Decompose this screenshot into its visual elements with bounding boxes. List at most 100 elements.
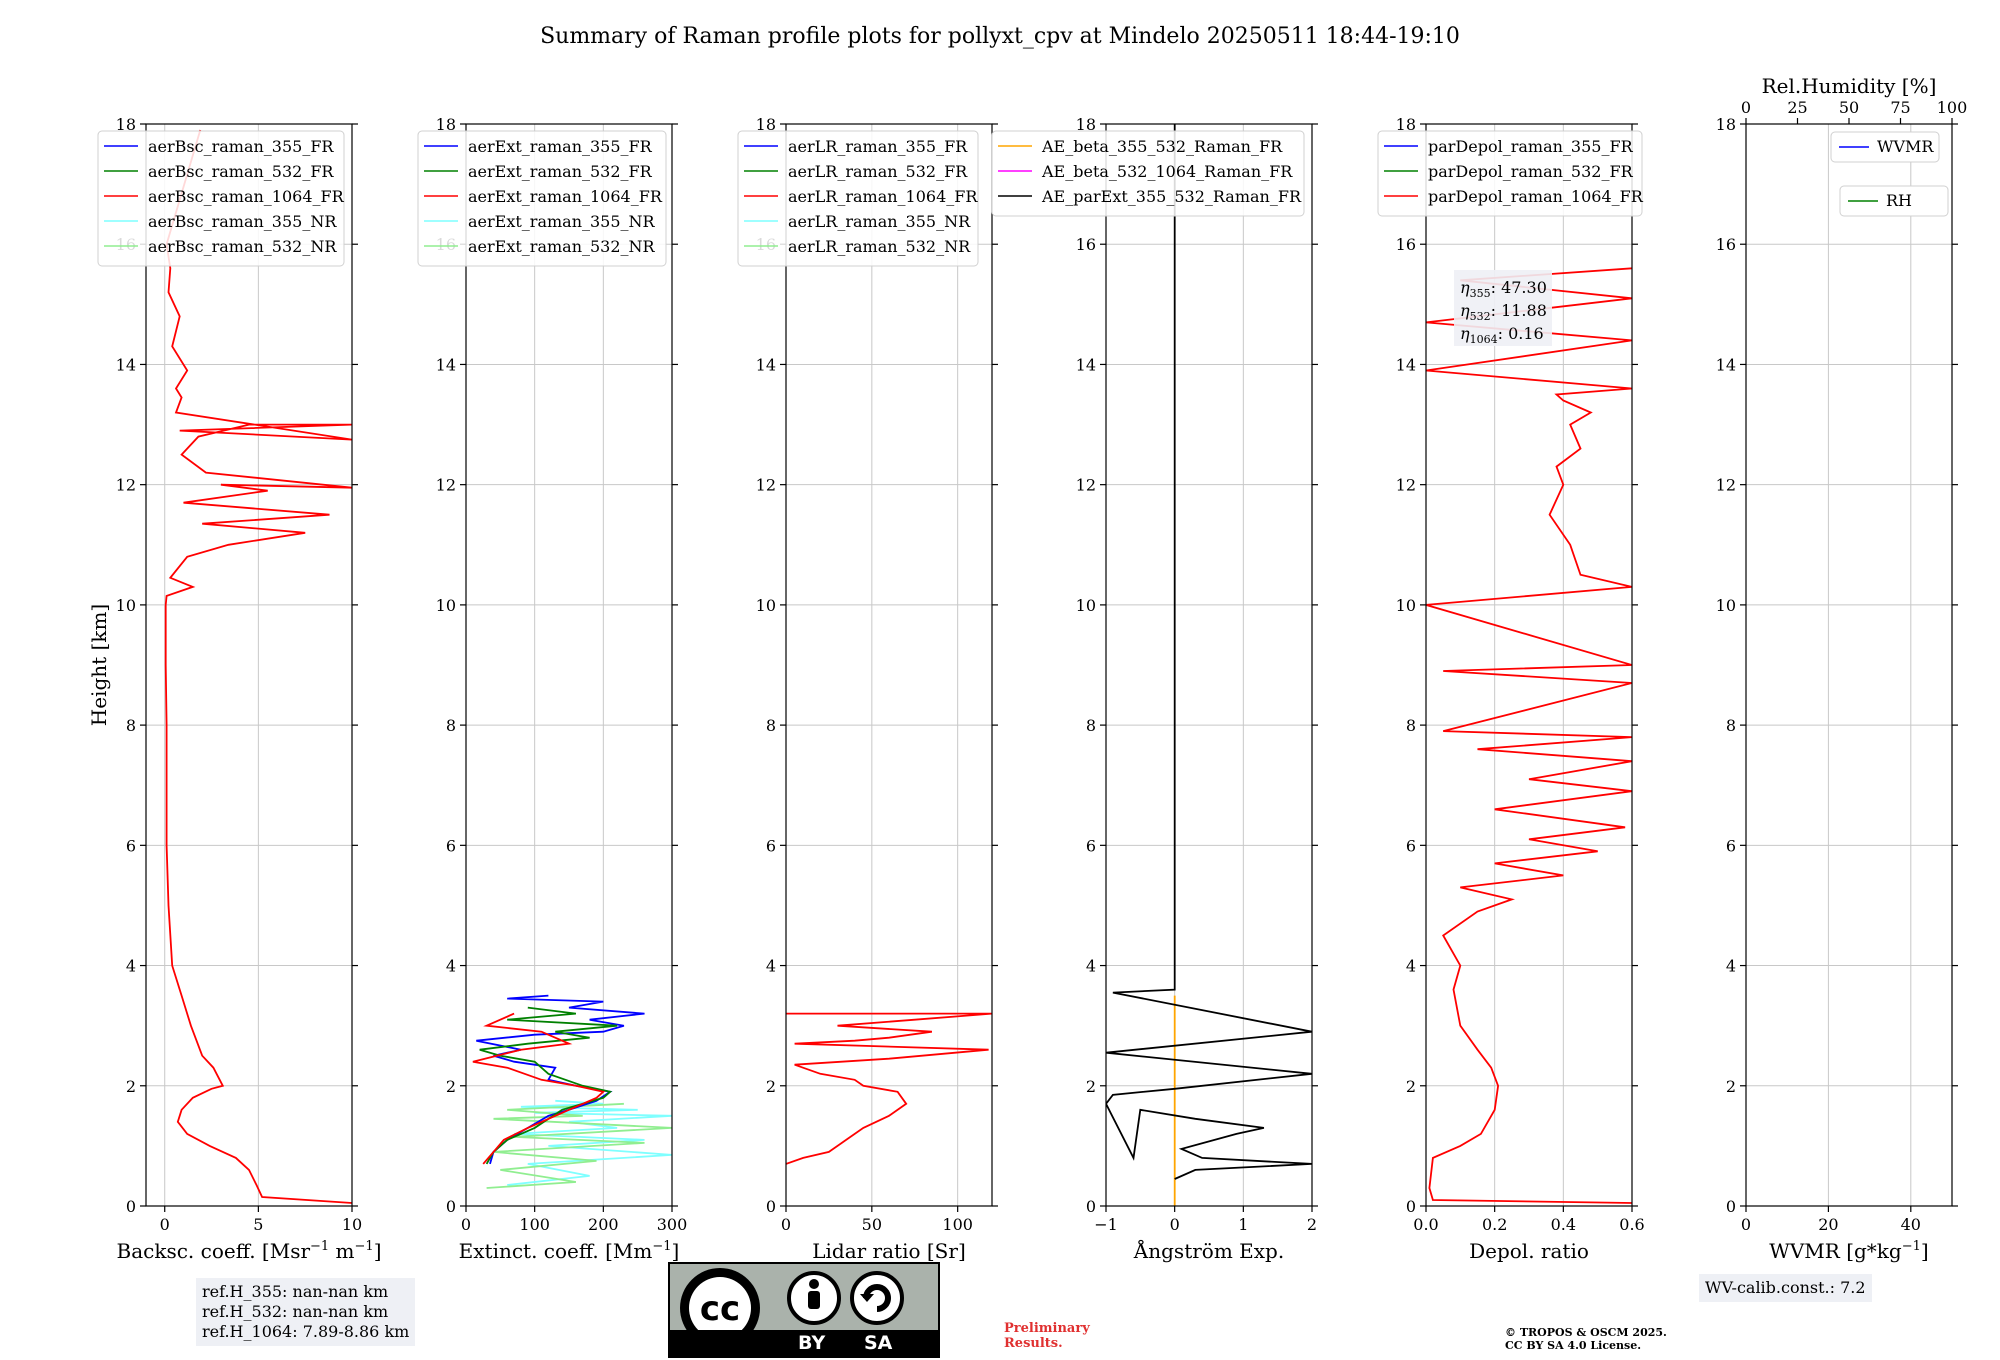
- legend-wv-1: RH: [1839, 185, 1949, 217]
- x-axis-label-text: Lidar ratio [Sr]: [812, 1239, 966, 1263]
- y-tick-label: 4: [446, 957, 456, 976]
- y-tick-label: 14: [756, 355, 776, 374]
- ref-height-1064: ref.H_1064: 7.89-8.86 km: [202, 1322, 410, 1341]
- y-tick-label: 4: [126, 957, 136, 976]
- y-tick-label: 10: [1396, 596, 1416, 615]
- x-tick-label: 0.2: [1482, 1215, 1507, 1234]
- x-tick-label: 100: [519, 1215, 550, 1234]
- top-x-tick-label: 100: [1937, 98, 1968, 117]
- preliminary-line-1: Preliminary: [1004, 1321, 1090, 1336]
- y-tick-label: 16: [1076, 235, 1096, 254]
- series-line-ext-4: [472, 1012, 606, 1165]
- copyright-line-1: © TROPOS & OSCM 2025.: [1505, 1326, 1667, 1339]
- legend-dep: parDepol_raman_355_FR parDepol_raman_532_…: [1377, 130, 1644, 217]
- y-tick-label: 14: [116, 355, 136, 374]
- y-tick-label: 2: [1086, 1077, 1096, 1096]
- y-tick-label: 12: [1396, 476, 1416, 495]
- legend-label: AE_beta_355_532_Raman_FR: [1041, 137, 1283, 156]
- legend-label: aerExt_raman_532_FR: [468, 162, 653, 181]
- panel-ext: 0246810121416180100200300Extinct. coeff.…: [417, 115, 688, 1263]
- y-tick-label: 6: [126, 836, 136, 855]
- legend-ae: AE_beta_355_532_Raman_FR AE_beta_532_1064…: [991, 130, 1305, 217]
- x-tick-label: 5: [253, 1215, 263, 1234]
- legend-wv-0: WVMR: [1830, 131, 1940, 163]
- x-tick-label: 20: [1818, 1215, 1838, 1234]
- legend-label: aerLR_raman_532_FR: [788, 162, 968, 181]
- x-axis-label-exponent: −1: [652, 1239, 671, 1254]
- top-x-tick-label: 75: [1890, 98, 1910, 117]
- x-tick-label: 0.6: [1619, 1215, 1644, 1234]
- y-tick-label: 6: [1726, 836, 1736, 855]
- y-tick-label: 18: [756, 115, 776, 134]
- series-line-ext-2: [476, 994, 645, 1165]
- x-tick-label: 300: [657, 1215, 688, 1234]
- preliminary-line-2: Results.: [1004, 1336, 1063, 1351]
- axes-frame-bsc: [145, 123, 353, 1207]
- svg-text:cc: cc: [700, 1289, 740, 1329]
- legend-label: AE_beta_532_1064_Raman_FR: [1041, 162, 1293, 181]
- eta-value: : 0.16: [1498, 324, 1544, 343]
- series-line-ext-1: [486, 1102, 672, 1189]
- legend-box: [1839, 185, 1949, 217]
- y-tick-label: 6: [446, 836, 456, 855]
- x-tick-label: 100: [942, 1215, 973, 1234]
- x-tick-label: 200: [588, 1215, 619, 1234]
- legend-label: parDepol_raman_355_FR: [1428, 137, 1634, 156]
- axes-frame-wv: [1745, 123, 1953, 1207]
- x-tick-label: 0: [1170, 1215, 1180, 1234]
- legend-box: [737, 130, 979, 267]
- wv-calibration-box: WV-calib.const.: 7.2: [1699, 1274, 1872, 1302]
- y-tick-label: 8: [446, 716, 456, 735]
- y-tick-label: 4: [766, 957, 776, 976]
- x-axis-label-dep: Depol. ratio: [1469, 1239, 1589, 1263]
- x-tick-label: 40: [1901, 1215, 1921, 1234]
- top-x-axis-label: Rel.Humidity [%]: [1762, 74, 1937, 98]
- series-line-dep-0: [1426, 267, 1632, 1204]
- y-axis-label: Height [km]: [87, 604, 111, 726]
- y-tick-label: 0: [766, 1197, 776, 1216]
- legend-label: aerExt_raman_1064_FR: [468, 187, 663, 206]
- eta-subscript: 1064: [1470, 333, 1498, 346]
- x-axis-label-exponent: −1: [1902, 1239, 1921, 1254]
- axes-frame-dep: [1425, 123, 1633, 1207]
- eta-annotation: η532: 11.88: [1460, 301, 1547, 323]
- cc-by-sa-license-badge: cc BY SA: [668, 1262, 940, 1358]
- y-tick-label: 14: [1396, 355, 1416, 374]
- y-tick-label: 12: [1716, 476, 1736, 495]
- preliminary-results-note: Preliminary Results.: [1004, 1321, 1090, 1351]
- reference-height-box: ref.H_355: nan-nan km ref.H_532: nan-nan…: [196, 1278, 416, 1346]
- y-tick-label: 0: [1406, 1197, 1416, 1216]
- x-axis-label-lr: Lidar ratio [Sr]: [812, 1239, 966, 1263]
- y-tick-label: 18: [1396, 115, 1416, 134]
- y-tick-label: 18: [116, 115, 136, 134]
- y-tick-label: 4: [1406, 957, 1416, 976]
- legend-label: parDepol_raman_1064_FR: [1428, 187, 1644, 206]
- legend-label: aerLR_raman_355_FR: [788, 137, 968, 156]
- y-tick-label: 4: [1086, 957, 1096, 976]
- legend-label: aerBsc_raman_1064_FR: [148, 187, 345, 206]
- y-tick-label: 2: [126, 1077, 136, 1096]
- panel-dep: 0 2 4 6 8 10 12 14 16 18 0.0 0.2 0.4 0.6 Depol. ratio p…: [1377, 115, 1645, 1263]
- eta-annotation: η1064: 0.16: [1460, 324, 1544, 346]
- ref-height-532: ref.H_532: nan-nan km: [202, 1302, 389, 1321]
- figure-title: Summary of Raman profile plots for polly…: [540, 24, 1460, 49]
- y-tick-label: 14: [1076, 355, 1096, 374]
- series-line-ext-0: [507, 1099, 672, 1186]
- legend-ext: aerExt_raman_355_FR aerExt_raman_532_FRae…: [417, 130, 667, 267]
- eta-subscript: 355: [1470, 287, 1491, 300]
- x-axis-label-unit: m: [329, 1239, 354, 1263]
- y-tick-label: 18: [1716, 115, 1736, 134]
- x-tick-label: 0: [1741, 1215, 1751, 1234]
- top-x-tick-label: 50: [1839, 98, 1859, 117]
- cc-by-label: BY: [798, 1332, 826, 1354]
- y-tick-label: 14: [436, 355, 456, 374]
- legend-label: WVMR: [1877, 137, 1934, 156]
- y-tick-label: 0: [126, 1197, 136, 1216]
- legend-label: aerLR_raman_355_NR: [788, 212, 971, 231]
- legend-label: aerExt_raman_355_NR: [468, 212, 656, 231]
- eta-symbol: η: [1460, 324, 1470, 343]
- x-axis-label-bsc: Backsc. coeff. [Msr−1 m−1]: [117, 1239, 382, 1263]
- eta-annotation: η355: 47.30: [1460, 278, 1547, 300]
